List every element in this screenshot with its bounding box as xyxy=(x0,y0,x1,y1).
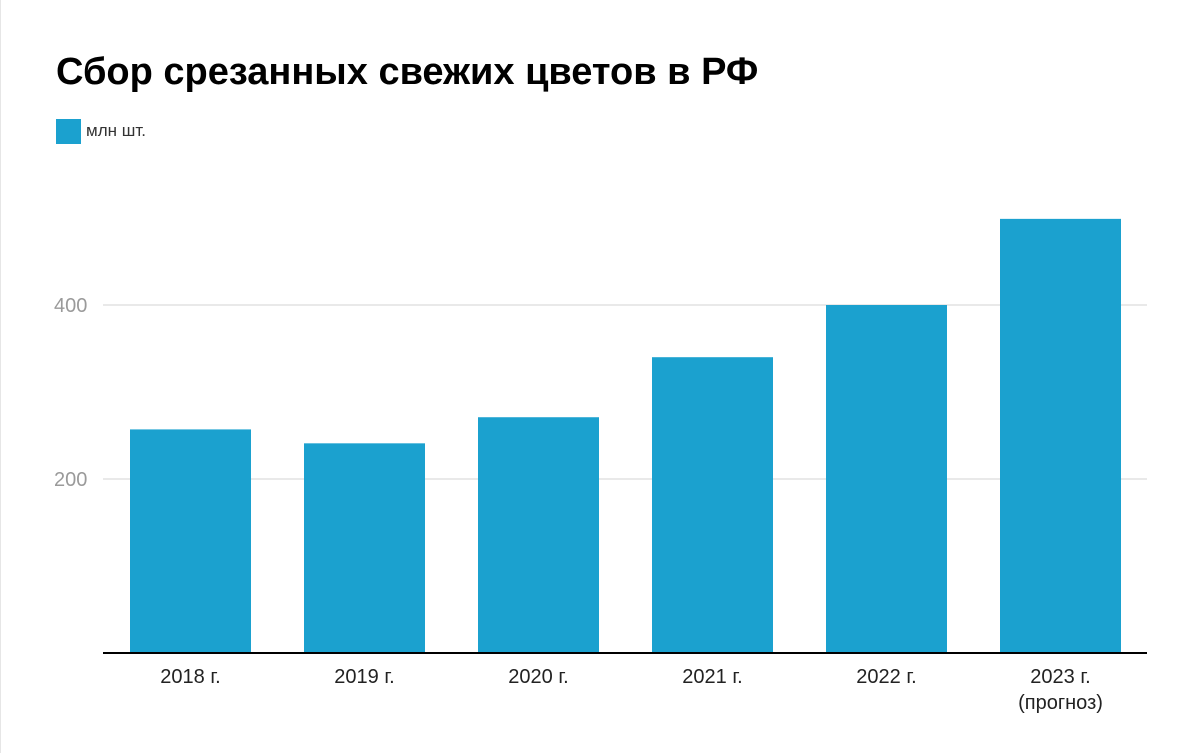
x-category-label-line: 2018 г. xyxy=(160,666,220,688)
y-tick-label: 400 xyxy=(54,295,87,317)
x-category-label-line: 2020 г. xyxy=(508,666,568,688)
bar xyxy=(826,305,947,653)
labels: 200 400 2018 г. 2019 г. 2020 г. 2021 г. 2022 г… xyxy=(54,295,1103,714)
x-category-label: 2023 г. (прогноз) xyxy=(1018,666,1103,714)
bar xyxy=(304,443,425,653)
y-tick-label: 200 xyxy=(54,469,87,491)
x-category-label: 2019 г. xyxy=(334,666,394,688)
x-category-label: 2020 г. xyxy=(508,666,568,688)
bar xyxy=(1000,218,1121,653)
legend-label: млн шт. xyxy=(86,121,146,140)
x-category-label-line: 2023 г. xyxy=(1030,666,1090,688)
x-category-label-line: 2021 г. xyxy=(682,666,742,688)
x-category-label: 2018 г. xyxy=(160,666,220,688)
bar xyxy=(478,417,599,653)
x-category-label-line: 2019 г. xyxy=(334,666,394,688)
bars xyxy=(130,218,1121,653)
bar xyxy=(130,429,251,653)
x-category-label-line: 2022 г. xyxy=(856,666,916,688)
x-category-label: 2021 г. xyxy=(682,666,742,688)
legend: млн шт. xyxy=(56,118,146,144)
gridlines xyxy=(103,304,1147,480)
x-category-label: 2022 г. xyxy=(856,666,916,688)
x-category-label-line: (прогноз) xyxy=(1018,692,1103,714)
bar xyxy=(652,357,773,653)
legend-swatch xyxy=(56,118,81,144)
chart-title: Сбор срезанных свежих цветов в РФ xyxy=(56,51,759,93)
